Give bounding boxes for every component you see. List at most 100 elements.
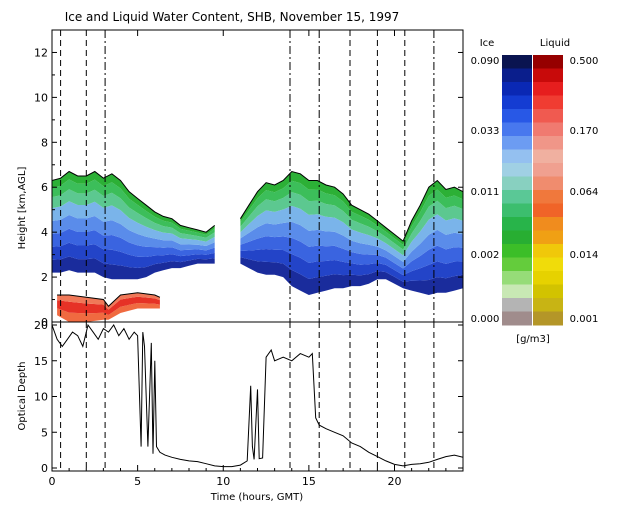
ice-band-1-7 <box>240 171 463 245</box>
ice-colorbar-swatch <box>502 68 532 83</box>
ice-colorbar-swatch <box>502 230 532 245</box>
height-tick-label: 2 <box>41 271 48 284</box>
ice-band-0-0 <box>52 256 215 280</box>
ice-colorbar-label: 0.011 <box>471 187 500 198</box>
height-tick-label: 12 <box>34 46 48 59</box>
ice-cloud-top-edge-1 <box>239 170 463 242</box>
time-tick-label: 10 <box>216 475 230 488</box>
ice-band-1-6 <box>240 180 463 250</box>
liquid-colorbar-swatch <box>533 95 563 110</box>
ice-colorbar-swatch <box>502 298 532 312</box>
liquid-colorbar-label: 0.500 <box>570 56 599 67</box>
liquid-colorbar-swatch <box>533 68 563 83</box>
time-tick-label: 20 <box>388 475 402 488</box>
liquid-colorbar-swatch <box>533 136 563 150</box>
liquid-colorbar-swatch <box>533 122 563 137</box>
ice-colorbar-swatch <box>502 149 532 164</box>
height-tick-label: 0 <box>41 316 48 329</box>
od-tick-label: 15 <box>34 355 48 368</box>
liquid-colorbar-swatch <box>533 230 563 245</box>
ice-colorbar-swatch <box>502 257 532 272</box>
ice-colorbar-swatch <box>502 109 532 123</box>
time-axis-ticks: 0 5 10 15 20 <box>49 30 447 488</box>
lidar-dash-lines-bottom <box>60 322 435 471</box>
ice-band-0-5 <box>52 189 215 242</box>
od-tick-label: 0 <box>41 462 48 475</box>
ice-colorbar-swatch <box>502 311 532 326</box>
liquid-colorbar-swatch <box>533 149 563 164</box>
height-tick-label: 4 <box>41 226 48 239</box>
ice-band-1-2 <box>240 236 463 276</box>
liquid-colorbar-swatch <box>533 271 563 285</box>
time-tick-label: 5 <box>134 475 141 488</box>
ice-band-1-5 <box>240 192 463 256</box>
colorbar-units: [g/m3] <box>516 334 550 345</box>
time-tick-label: 0 <box>49 475 56 488</box>
optical-depth-series-line <box>52 323 463 468</box>
ice-colorbar-swatch <box>502 82 532 96</box>
ice-band-0-7 <box>52 171 215 235</box>
liquid-colorbar-swatch <box>533 217 563 231</box>
ice-cloud-layer <box>52 170 463 295</box>
ice-colorbar-header: Ice <box>480 38 495 49</box>
ice-colorbar-swatch <box>502 284 532 299</box>
height-tick-label: 10 <box>34 91 48 104</box>
ice-colorbar-label: 0.002 <box>471 250 500 261</box>
liquid-colorbar-swatch <box>533 244 563 258</box>
od-tick-label: 10 <box>34 391 48 404</box>
od-tick-label: 5 <box>41 426 48 439</box>
ice-colorbar-swatch <box>502 190 532 204</box>
height-axis-label: Height [km,AGL] <box>17 167 28 250</box>
ice-band-1-3 <box>240 221 463 269</box>
ice-colorbar-swatch <box>502 136 532 150</box>
liquid-band-1 <box>57 296 160 315</box>
ice-band-0-1 <box>52 242 215 268</box>
liquid-colorbar-label: 0.001 <box>570 314 599 325</box>
ice-colorbar-swatch <box>502 55 532 69</box>
colorbar-labels: 0.090 0.033 0.011 0.002 0.000 0.500 0.170 0.064… <box>471 56 599 325</box>
liquid-colorbar-label: 0.014 <box>570 250 599 261</box>
liquid-colorbar <box>533 55 563 326</box>
liquid-colorbar-label: 0.064 <box>570 187 599 198</box>
liquid-colorbar-swatch <box>533 109 563 123</box>
ice-colorbar <box>502 55 532 326</box>
liquid-colorbar-swatch <box>533 203 563 218</box>
liquid-colorbar-header: Liquid <box>540 38 570 49</box>
liquid-cloud-top-edge <box>57 292 161 308</box>
ice-cloud-top-edge-0 <box>52 170 216 233</box>
time-tick-label: 15 <box>302 475 316 488</box>
ice-colorbar-label: 0.033 <box>471 126 500 137</box>
liquid-colorbar-swatch <box>533 163 563 177</box>
optical-depth-axis-label: Optical Depth <box>17 362 28 431</box>
liquid-band-0 <box>57 303 160 322</box>
liquid-colorbar-label: 0.170 <box>570 126 599 137</box>
ice-colorbar-label: 0.090 <box>471 56 500 67</box>
ice-band-1-1 <box>240 249 463 282</box>
ice-band-1-4 <box>240 205 463 262</box>
liquid-colorbar-swatch <box>533 257 563 272</box>
ice-colorbar-swatch <box>502 122 532 137</box>
ice-colorbar-label: 0.000 <box>471 314 500 325</box>
ice-colorbar-swatch <box>502 203 532 218</box>
ice-colorbar-swatch <box>502 176 532 191</box>
water-content-panel: 0 2 4 6 8 10 12 Height [km,AGL] <box>17 29 464 329</box>
ice-band-0-3 <box>52 215 215 251</box>
height-tick-label: 8 <box>41 136 48 149</box>
ice-band-0-6 <box>52 179 215 238</box>
ice-band-0-4 <box>52 201 215 246</box>
height-tick-label: 6 <box>41 181 48 194</box>
ice-band-1-0 <box>240 257 463 295</box>
lidar-dash-lines <box>60 30 435 322</box>
od-tick-label: 20 <box>34 319 48 332</box>
ice-colorbar-swatch <box>502 217 532 231</box>
ice-band-0-2 <box>52 228 215 257</box>
optical-depth-axis-ticks: 0 5 10 15 20 <box>34 319 463 475</box>
ice-colorbar-swatch <box>502 163 532 177</box>
time-axis-label: Time (hours, GMT) <box>210 492 304 503</box>
liquid-colorbar-swatch <box>533 55 563 69</box>
chart-title: Ice and Liquid Water Content, SHB, Novem… <box>65 10 400 24</box>
liquid-colorbar-swatch <box>533 82 563 96</box>
liquid-colorbar-swatch <box>533 298 563 312</box>
